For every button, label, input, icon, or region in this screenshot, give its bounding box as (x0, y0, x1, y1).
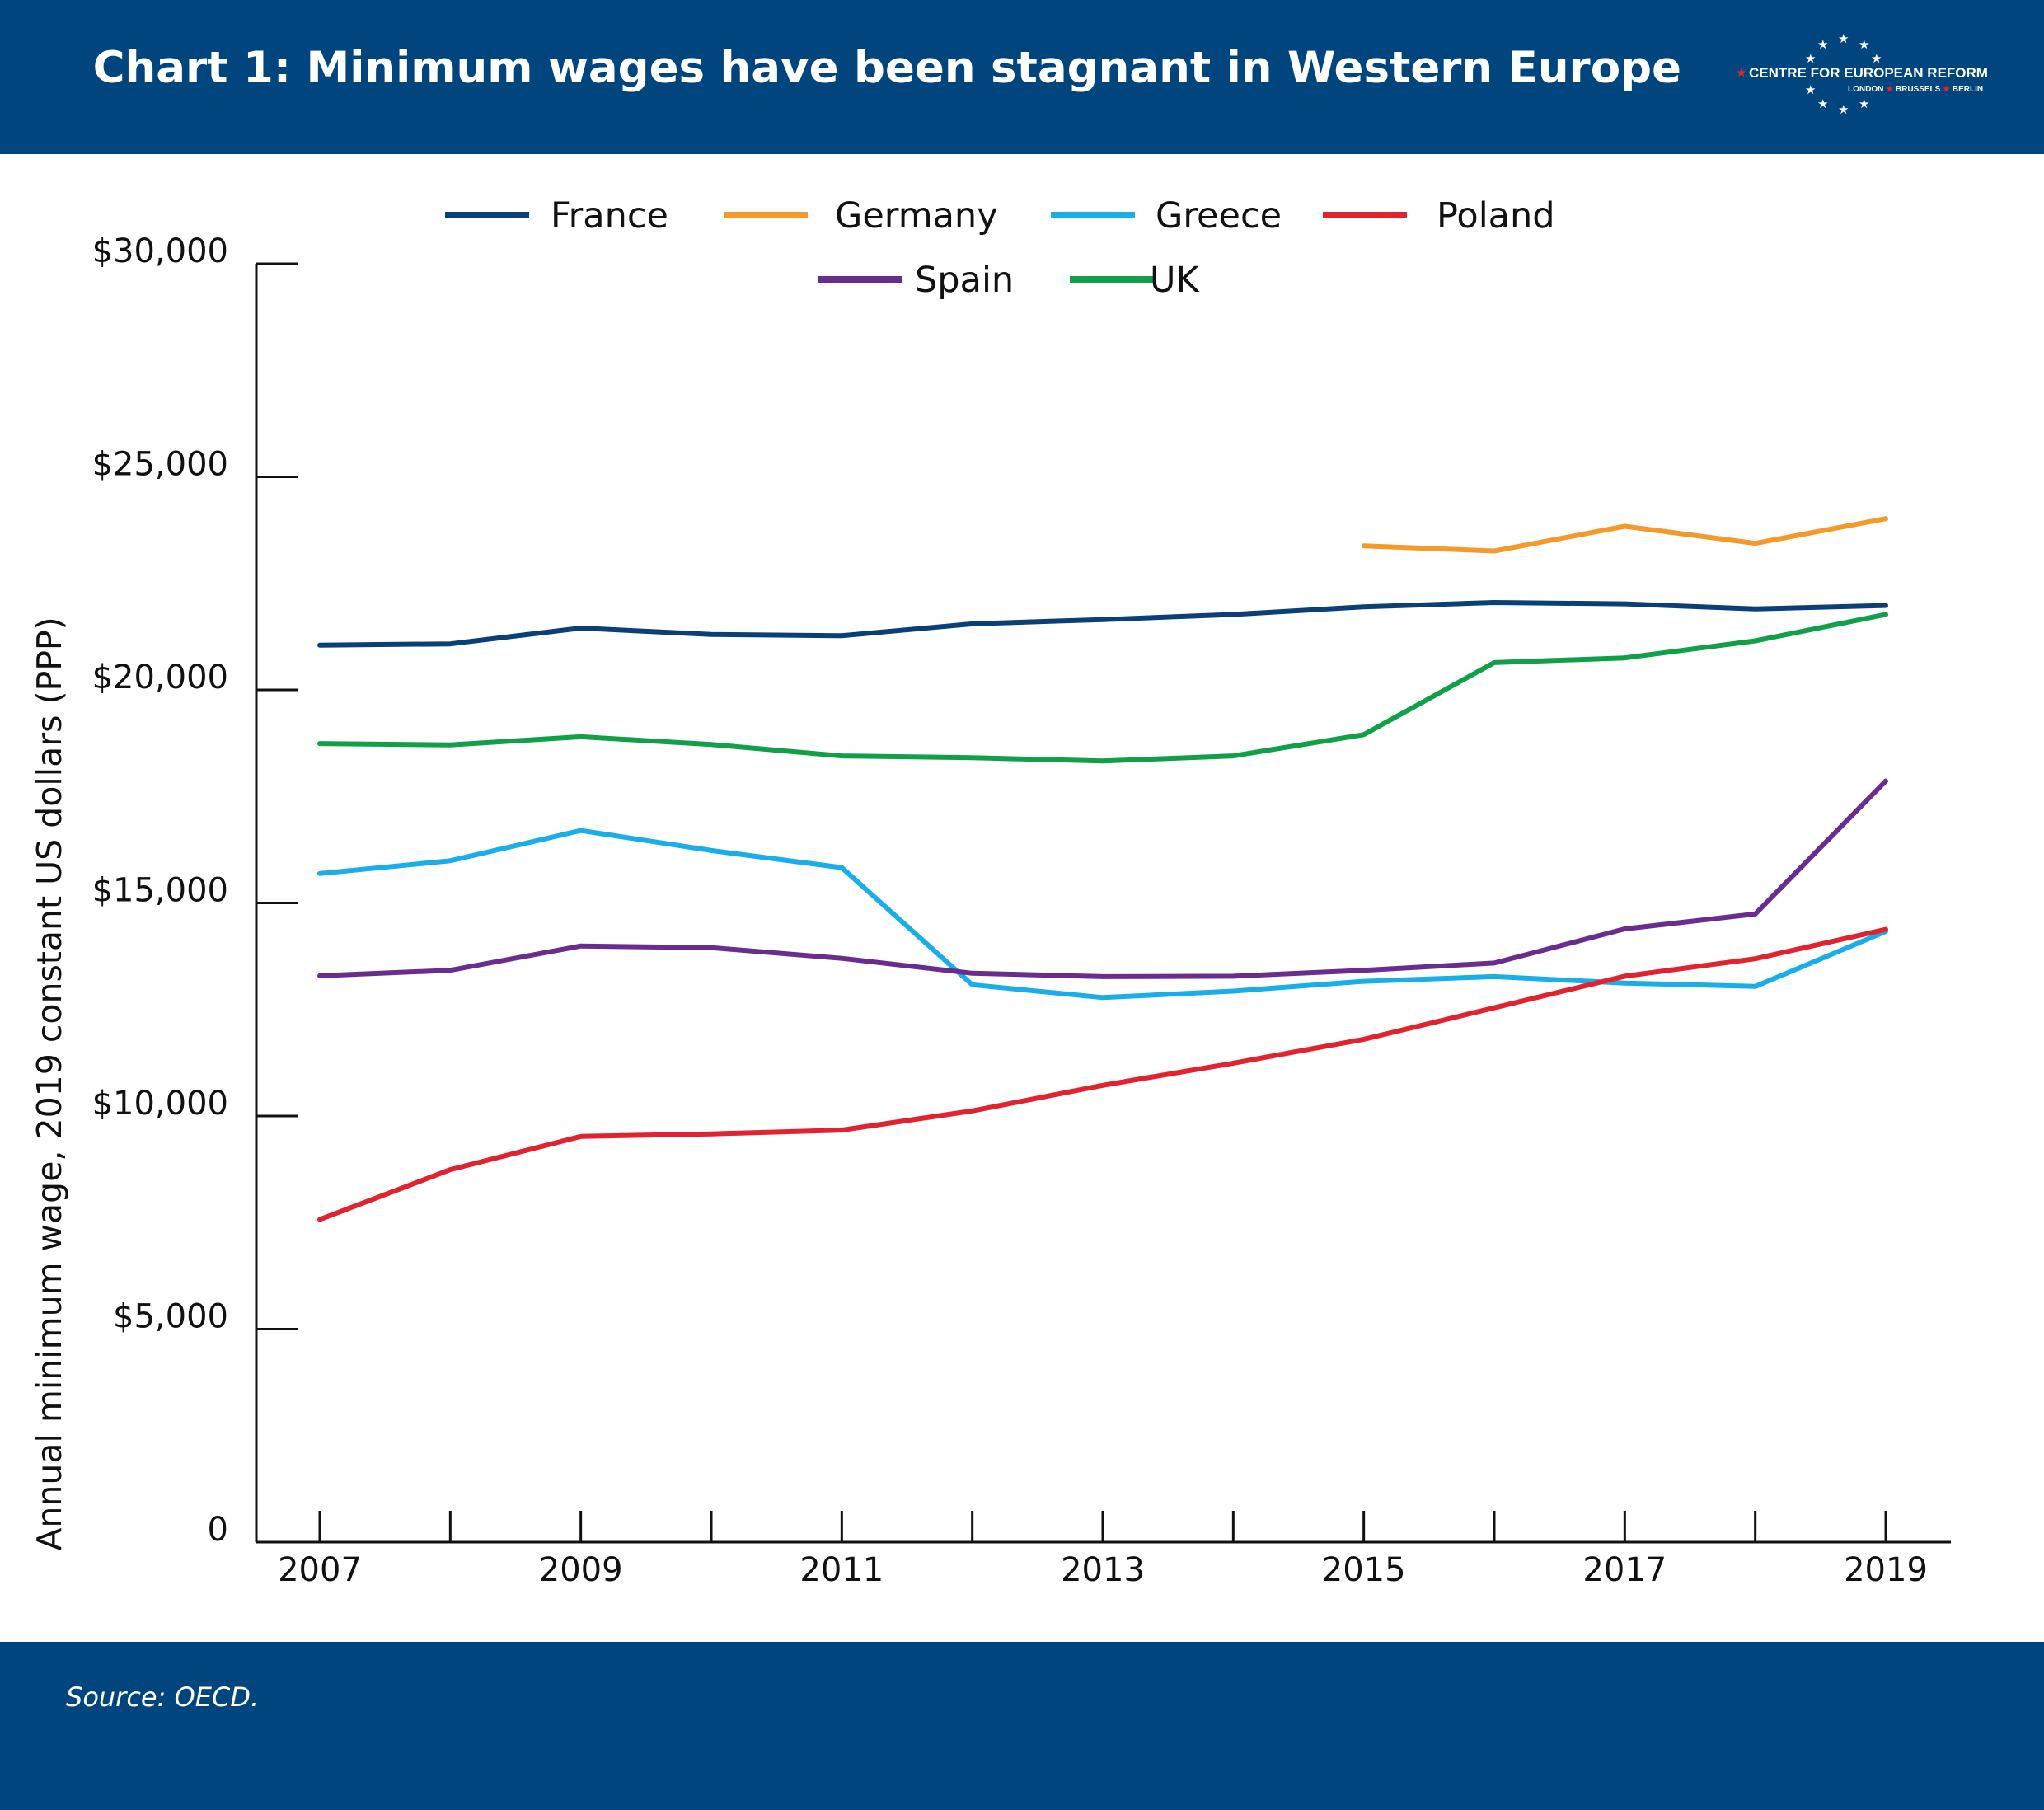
x-tick-label: 2013 (1061, 1551, 1145, 1589)
line-chart: France Germany Greece Poland Spain UK Annual … (30, 195, 1951, 1589)
x-tick-label: 2007 (278, 1551, 362, 1589)
logo-star-icon: ★ (1817, 96, 1829, 111)
series-line-france (317, 600, 1888, 648)
logo-star-icon: ★ (1838, 102, 1849, 117)
logo-star-icon: ★ (1859, 37, 1870, 52)
legend: France Germany Greece Poland Spain UK (445, 195, 1555, 301)
logo-star-icon: ★ (1736, 65, 1747, 80)
series-line-uk (317, 612, 1888, 764)
y-tick-label: 0 (208, 1511, 228, 1549)
cer-logo: ★ ★ ★ ★ ★ ★ ★ ★ ★ ★ CENTRE FOR EUROPEAN … (1731, 33, 2011, 124)
x-axis: 2007 2009 2011 2013 2015 2017 2019 (256, 1511, 1951, 1589)
logo-cities: LONDON ★ BRUSSELS ★ BERLIN (1848, 85, 1984, 94)
header-banner: Chart 1: Minimum wages have been stagnan… (0, 0, 2044, 154)
legend-label-poland: Poland (1437, 195, 1555, 237)
x-tick-label: 2017 (1582, 1551, 1667, 1589)
y-tick-label: $10,000 (92, 1085, 228, 1123)
y-tick-label: $15,000 (92, 872, 228, 910)
legend-label-greece: Greece (1156, 195, 1282, 237)
footer-banner (0, 1642, 2044, 1810)
y-tick-label: $20,000 (92, 659, 228, 696)
legend-label-spain: Spain (915, 260, 1014, 301)
logo-star-icon: ★ (1805, 82, 1817, 97)
y-axis-label: Annual minimum wage, 2019 constant US do… (30, 617, 69, 1550)
series-lines (317, 516, 1888, 1222)
x-tick-label: 2015 (1322, 1551, 1406, 1589)
series-line-germany (1361, 516, 1888, 554)
source-note: Source: OECD. (66, 1681, 260, 1713)
x-tick-label: 2009 (539, 1551, 623, 1589)
logo-star-icon: ★ (1871, 51, 1882, 66)
x-tick-label: 2019 (1844, 1551, 1928, 1589)
y-tick-label: $30,000 (92, 232, 228, 270)
y-axis: 0 $5,000 $10,000 $15,000 $20,000 $25,000 $30,0… (92, 232, 298, 1549)
y-tick-label: $5,000 (113, 1298, 228, 1336)
logo-city: LONDON (1848, 85, 1884, 94)
series-line-spain (317, 778, 1888, 979)
logo-city: BERLIN (1952, 85, 1984, 94)
logo-city: BRUSSELS (1895, 85, 1941, 94)
logo-star-icon: ★ (1859, 96, 1870, 111)
logo-star-icon: ★ (1838, 31, 1849, 46)
legend-label-germany: Germany (835, 195, 998, 237)
x-tick-label: 2011 (799, 1551, 884, 1589)
legend-label-uk: UK (1150, 260, 1200, 301)
series-line-poland (317, 926, 1888, 1222)
legend-label-france: France (551, 195, 668, 237)
logo-name: CENTRE FOR EUROPEAN REFORM (1749, 65, 1988, 81)
logo-star-icon: ★ (1805, 51, 1817, 66)
chart-title: Chart 1: Minimum wages have been stagnan… (92, 43, 1681, 93)
y-tick-label: $25,000 (92, 446, 228, 484)
series-line-greece (317, 828, 1888, 1001)
logo-star-icon: ★ (1817, 37, 1829, 52)
